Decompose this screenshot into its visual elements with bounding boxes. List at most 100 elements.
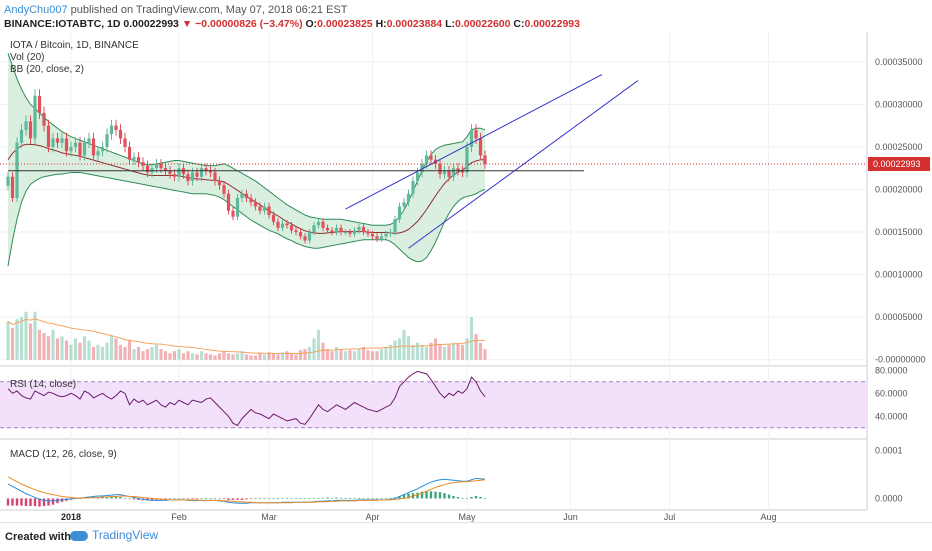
candle-body — [226, 193, 231, 211]
candle-body — [154, 163, 159, 169]
candle-body — [73, 142, 78, 147]
rsi-line — [7, 370, 486, 427]
candle-body — [483, 155, 487, 164]
price-tick-label: 0.00020000 — [875, 184, 923, 194]
candle-body — [465, 146, 469, 173]
macd-histogram-bar — [461, 497, 464, 499]
volume-bar — [438, 344, 442, 360]
candle-body — [64, 138, 69, 152]
rsi-pane[interactable] — [0, 370, 867, 429]
volume-bar — [289, 353, 294, 360]
brand-text: TradingView — [92, 528, 159, 542]
volume-bar — [141, 351, 145, 360]
candle-body — [289, 225, 294, 231]
chart-area[interactable]: 0.00035000 0.00030000 0.00025000 0.00020000… — [0, 32, 932, 522]
price-tick-label: 0.00010000 — [875, 270, 923, 280]
macd-pane[interactable] — [6, 476, 487, 507]
candle-body — [114, 125, 118, 130]
candle-body — [411, 180, 415, 194]
candle-body — [348, 232, 352, 234]
candle-body — [357, 226, 361, 231]
candle-body — [393, 219, 397, 233]
volume-bar — [145, 349, 150, 360]
candle-body — [375, 236, 379, 239]
candle-body — [406, 193, 411, 203]
candle-body — [352, 230, 357, 234]
volume-bar — [321, 342, 325, 360]
macd-histogram-bar — [173, 498, 176, 500]
volume-bar — [222, 351, 226, 360]
volume-bar — [334, 346, 339, 360]
candle-body — [388, 232, 393, 234]
rsi-tick-label: 80.0000 — [875, 365, 908, 375]
candle-body — [442, 170, 447, 175]
macd-histogram-bar — [339, 497, 343, 499]
candle-body — [334, 227, 339, 233]
candle-body — [213, 172, 217, 181]
volume-bar — [42, 333, 46, 360]
time-tick-label: Aug — [760, 512, 776, 522]
volume-bar — [325, 349, 330, 360]
candle-body — [438, 163, 442, 175]
low-value: 0.00022600 — [454, 18, 511, 30]
candle-body — [474, 129, 478, 139]
time-axis[interactable]: 2018 Feb Mar Apr May Jun Jul Aug — [61, 512, 777, 522]
volume-bar — [96, 344, 100, 360]
volume-bar — [465, 338, 469, 360]
tradingview-logo[interactable]: TradingView — [70, 528, 158, 542]
candle-body — [478, 138, 483, 156]
candle-body — [91, 138, 96, 156]
macd-histogram-bar — [276, 498, 280, 500]
publish-header: AndyChu007 published on TradingView.com,… — [4, 3, 347, 17]
volume-bar — [190, 353, 195, 360]
candle-body — [294, 230, 298, 233]
candle-body — [469, 129, 474, 147]
volume-bar — [375, 351, 379, 360]
candle-body — [6, 176, 10, 186]
rsi-tick-label: 60.0000 — [875, 388, 908, 398]
macd-histogram-bar — [177, 498, 181, 500]
volume-bar — [217, 353, 222, 360]
volume-bar — [118, 344, 123, 360]
volume-bar — [15, 319, 19, 360]
candle-body — [298, 232, 303, 237]
macd-histogram-bar — [249, 498, 253, 500]
volume-bar — [406, 336, 411, 360]
macd-histogram-bar — [474, 496, 478, 499]
macd-histogram-bar — [285, 497, 289, 499]
macd-histogram-bar — [29, 498, 32, 507]
macd-histogram-bar — [380, 498, 383, 500]
price-pane[interactable] — [0, 53, 867, 267]
macd-histogram-bar — [357, 497, 361, 499]
volume-bar — [6, 321, 10, 360]
trend-line — [345, 74, 603, 210]
macd-histogram-bar — [326, 497, 329, 499]
macd-histogram-bar — [371, 497, 374, 499]
chart-svg[interactable]: 0.00035000 0.00030000 0.00025000 0.00020000… — [0, 32, 932, 522]
macd-histogram-bar — [317, 497, 320, 499]
volume-bar — [69, 344, 73, 360]
volume-bar — [150, 346, 154, 360]
candle-body — [195, 172, 199, 177]
volume-bar — [235, 353, 240, 360]
price-axis[interactable]: 0.00035000 0.00030000 0.00025000 0.00020000… — [868, 57, 930, 504]
macd-histogram-bar — [465, 497, 469, 499]
candle-body — [145, 165, 150, 173]
macd-histogram-bar — [267, 498, 271, 500]
volume-bar — [447, 344, 451, 360]
macd-histogram-bar — [218, 498, 221, 500]
last-price-label: 0.00022993 — [873, 159, 921, 169]
volume-bar — [10, 327, 15, 360]
footer: Created with TradingView — [0, 522, 932, 551]
volume-bar — [316, 329, 321, 360]
candle-body — [37, 95, 42, 113]
volume-bar — [307, 346, 312, 360]
macd-histogram-bar — [425, 491, 428, 499]
macd-histogram-bar — [123, 497, 127, 499]
macd-histogram-bar — [483, 497, 487, 499]
candle-body — [51, 138, 55, 147]
change: −0.00000826 (−3.47%) — [195, 18, 303, 30]
macd-histogram-bar — [384, 498, 388, 500]
author-link[interactable]: AndyChu007 — [4, 4, 68, 16]
bollinger-lower — [7, 171, 486, 267]
